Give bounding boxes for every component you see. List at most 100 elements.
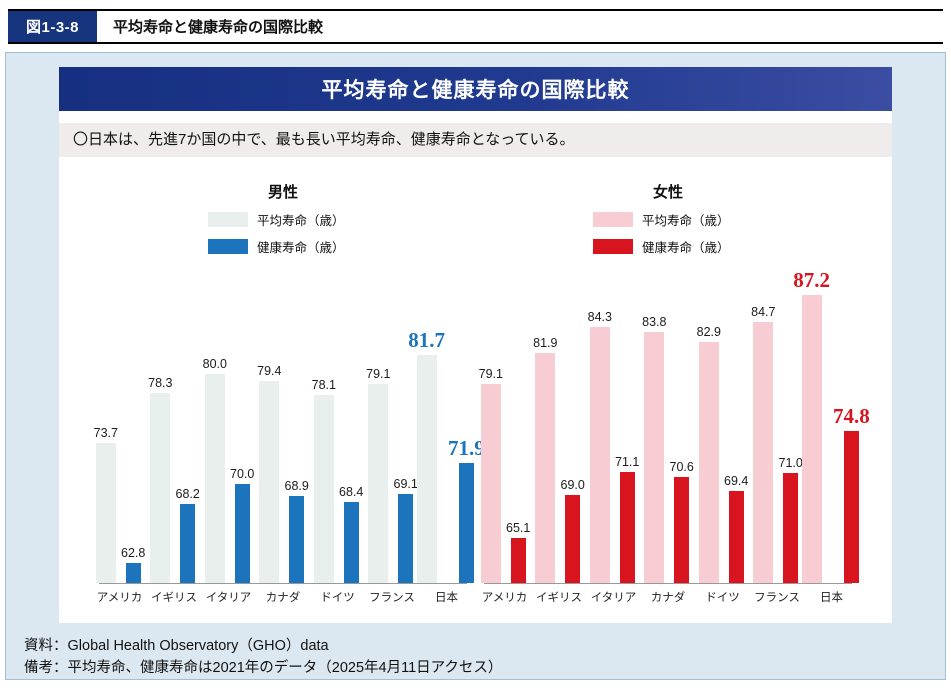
bar-column: 73.7 <box>94 426 118 583</box>
bar-healthy-life <box>510 537 526 583</box>
bar-column: 78.1 <box>312 378 336 583</box>
figure-header: 図1-3-8 平均寿命と健康寿命の国際比較 <box>8 9 943 44</box>
bar-value-label: 71.1 <box>615 454 640 469</box>
summary-text: 〇日本は、先進7か国の中で、最も長い平均寿命、健康寿命となっている。 <box>59 123 892 157</box>
bar-life-expectancy <box>480 383 501 583</box>
legend-label: 平均寿命（歳） <box>257 214 345 228</box>
bar-value-label: 81.7 <box>408 328 445 353</box>
bar-column: 79.1 <box>479 367 503 583</box>
bar-column: 84.7 <box>751 305 776 583</box>
bar-group: 79.4 68.9 <box>257 364 309 583</box>
bar-value-label: 71.0 <box>778 456 803 470</box>
bar-healthy-life <box>180 503 196 583</box>
bar-value-label: 79.1 <box>366 366 391 381</box>
bar-healthy-life <box>343 501 359 583</box>
bar-column: 79.4 <box>257 363 282 583</box>
figure-number-badge: 図1-3-8 <box>8 11 98 42</box>
chart-female: 女性 平均寿命（歳） 健康寿命（歳） 79.1 65.1 81.9 69.0 84.3 71… <box>479 181 870 605</box>
x-axis-label: 日本 <box>435 592 458 604</box>
bar-column: 62.8 <box>121 546 145 583</box>
bar-value-label: 80.0 <box>202 357 227 371</box>
x-axis-labels: アメリカ イギリス イタリア カナダ ドイツ フランス 日本 <box>96 589 467 605</box>
bar-life-expectancy <box>801 294 822 583</box>
legend-label: 健康寿命（歳） <box>257 241 345 255</box>
bar-column: 69.1 <box>394 477 418 583</box>
bar-life-expectancy <box>535 353 556 583</box>
legend-item: 健康寿命（歳） <box>593 237 743 256</box>
bar-column: 78.3 <box>148 375 173 583</box>
chart-title-male: 男性 <box>267 184 298 201</box>
legend-swatch <box>593 212 633 227</box>
bar-value-label: 71.9 <box>448 436 485 461</box>
chart-legend: 平均寿命（歳） 健康寿命（歳） <box>484 210 852 256</box>
bar-life-expectancy <box>204 374 225 583</box>
bar-value-label: 68.4 <box>339 484 364 499</box>
x-axis-label: カナダ <box>265 592 301 604</box>
bar-healthy-life <box>674 477 690 583</box>
bar-value-label: 78.1 <box>311 377 336 392</box>
bar-column: 68.4 <box>339 485 363 583</box>
bar-value-label: 79.1 <box>478 366 503 381</box>
bar-life-expectancy <box>313 394 334 583</box>
legend-swatch <box>208 212 248 227</box>
bar-life-expectancy <box>644 332 665 583</box>
bar-group: 79.1 65.1 <box>479 367 530 583</box>
bar-value-label: 65.1 <box>506 520 531 535</box>
bar-life-expectancy <box>150 392 171 583</box>
bar-healthy-life <box>125 563 141 583</box>
bar-group: 73.7 62.8 <box>94 426 145 583</box>
bar-healthy-life <box>728 490 744 583</box>
page: 図1-3-8 平均寿命と健康寿命の国際比較 平均寿命と健康寿命の国際比較 〇日本… <box>0 9 951 691</box>
bar-group: 81.9 69.0 <box>533 336 585 583</box>
bar-value-label: 73.7 <box>93 426 118 441</box>
legend-swatch <box>208 239 248 254</box>
bar-healthy-life <box>398 493 414 583</box>
bar-column: 74.8 <box>833 404 870 583</box>
bar-column: 79.1 <box>366 366 391 583</box>
chart-legend: 平均寿命（歳） 健康寿命（歳） <box>99 210 467 256</box>
x-axis-label: フランス <box>754 592 800 604</box>
legend-swatch <box>593 239 633 254</box>
source-note: 資料：Global Health Observatory（GHO）data <box>24 638 329 654</box>
footnotes: 資料：Global Health Observatory（GHO）data 備考… <box>6 623 945 680</box>
bar-life-expectancy <box>589 326 610 583</box>
bar-column: 71.0 <box>779 456 803 583</box>
bar-value-label: 84.3 <box>587 309 612 324</box>
bar-healthy-life <box>234 484 250 583</box>
chart-plot: 79.1 65.1 81.9 69.0 84.3 71.1 83.8 70.6 82.9 69.4… <box>479 262 870 584</box>
bar-column: 71.9 <box>448 436 485 583</box>
x-axis-label: イタリア <box>205 592 252 604</box>
bar-healthy-life <box>619 471 635 583</box>
bar-group: 80.0 70.0 <box>203 357 254 583</box>
content-panel: 平均寿命と健康寿命の国際比較 〇日本は、先進7か国の中で、最も長い平均寿命、健康… <box>5 52 946 680</box>
bar-healthy-life <box>843 431 859 583</box>
bar-life-expectancy <box>95 443 116 583</box>
x-axis-label: ドイツ <box>320 592 355 604</box>
bar-value-label: 62.8 <box>121 546 146 561</box>
bar-value-label: 79.4 <box>257 363 282 378</box>
x-axis-label: カナダ <box>650 592 686 604</box>
legend-item: 平均寿命（歳） <box>208 210 358 229</box>
bar-life-expectancy <box>416 355 437 583</box>
x-axis-label: アメリカ <box>96 592 143 604</box>
bar-group: 87.2 74.8 <box>793 268 870 583</box>
x-axis-label: アメリカ <box>481 592 528 604</box>
bar-value-label: 83.8 <box>642 315 667 330</box>
bar-healthy-life <box>783 473 799 583</box>
bar-value-label: 70.6 <box>669 460 694 475</box>
x-axis-label: イギリス <box>536 592 582 604</box>
x-axis-label: ドイツ <box>705 592 740 604</box>
charts-row: 男性 平均寿命（歳） 健康寿命（歳） 73.7 62.8 78.3 68.2 80.0 70… <box>59 181 892 605</box>
bar-healthy-life <box>458 463 474 583</box>
bar-value-label: 69.4 <box>724 473 749 488</box>
bar-column: 70.6 <box>670 460 694 583</box>
bar-column: 68.2 <box>176 487 200 583</box>
bar-healthy-life <box>565 495 581 583</box>
bar-value-label: 68.9 <box>284 479 309 494</box>
legend-item: 平均寿命（歳） <box>593 210 743 229</box>
legend-label: 平均寿命（歳） <box>642 214 730 228</box>
bar-column: 84.3 <box>588 310 612 583</box>
chart-title-female: 女性 <box>652 184 683 201</box>
bar-value-label: 78.3 <box>148 375 173 390</box>
legend-label: 健康寿命（歳） <box>642 241 730 255</box>
